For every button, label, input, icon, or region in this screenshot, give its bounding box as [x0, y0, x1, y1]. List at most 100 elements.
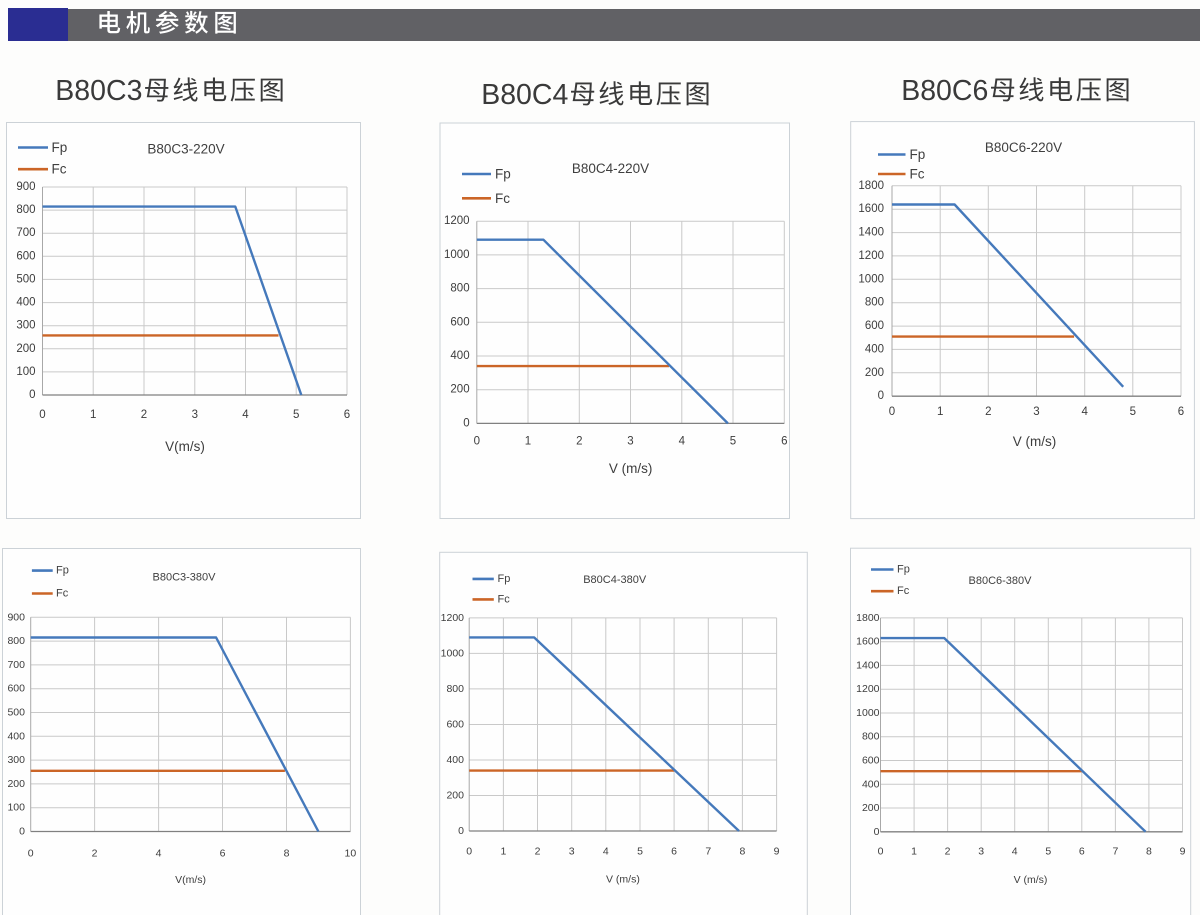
svg-text:Fp: Fp: [495, 167, 511, 182]
svg-text:200: 200: [450, 384, 469, 396]
svg-text:B80C6-220V: B80C6-220V: [985, 140, 1062, 155]
svg-text:2: 2: [535, 846, 541, 858]
svg-text:Fc: Fc: [910, 167, 925, 182]
svg-text:Fc: Fc: [897, 585, 910, 597]
svg-text:2: 2: [576, 436, 582, 448]
svg-text:0: 0: [39, 409, 45, 421]
svg-text:800: 800: [16, 204, 35, 216]
svg-text:6: 6: [1079, 846, 1085, 858]
svg-text:Fc: Fc: [495, 191, 510, 206]
svg-text:V (m/s): V (m/s): [1014, 874, 1048, 886]
svg-text:400: 400: [7, 730, 25, 742]
svg-text:1200: 1200: [444, 215, 470, 227]
svg-text:Fc: Fc: [56, 588, 69, 600]
svg-text:700: 700: [7, 659, 25, 671]
svg-text:Fp: Fp: [52, 140, 68, 155]
svg-text:1200: 1200: [441, 612, 465, 624]
svg-text:200: 200: [16, 343, 35, 355]
svg-text:1: 1: [525, 436, 531, 448]
svg-text:200: 200: [865, 367, 884, 379]
svg-text:3: 3: [978, 846, 984, 858]
svg-text:300: 300: [16, 320, 35, 332]
svg-text:600: 600: [16, 250, 35, 262]
svg-text:1800: 1800: [858, 180, 884, 192]
svg-text:6: 6: [671, 846, 677, 858]
svg-text:600: 600: [7, 683, 25, 695]
svg-text:5: 5: [293, 409, 299, 421]
svg-text:7: 7: [1112, 846, 1118, 858]
svg-text:5: 5: [1045, 846, 1051, 858]
svg-text:200: 200: [446, 790, 464, 802]
svg-text:B80C6-380V: B80C6-380V: [969, 575, 1033, 587]
svg-text:V (m/s): V (m/s): [609, 461, 653, 476]
svg-text:1: 1: [937, 406, 943, 418]
svg-text:4: 4: [242, 409, 249, 421]
svg-text:200: 200: [7, 778, 25, 790]
svg-text:B80C4: B80C4: [481, 79, 568, 111]
svg-text:B80C3-380V: B80C3-380V: [153, 572, 217, 584]
svg-text:600: 600: [862, 755, 880, 767]
svg-text:1: 1: [90, 409, 96, 421]
svg-text:V (m/s): V (m/s): [1013, 434, 1057, 449]
svg-text:1000: 1000: [856, 707, 880, 719]
svg-text:3: 3: [1033, 406, 1039, 418]
svg-text:4: 4: [679, 436, 686, 448]
svg-text:500: 500: [7, 707, 25, 719]
svg-text:0: 0: [889, 406, 895, 418]
svg-text:500: 500: [16, 273, 35, 285]
svg-text:8: 8: [739, 846, 745, 858]
svg-text:1400: 1400: [858, 227, 884, 239]
svg-text:0: 0: [28, 848, 34, 860]
svg-text:4: 4: [1012, 846, 1018, 858]
svg-text:0: 0: [878, 846, 884, 858]
svg-text:800: 800: [862, 731, 880, 743]
svg-text:0: 0: [458, 825, 464, 837]
svg-text:4: 4: [603, 846, 609, 858]
svg-text:0: 0: [474, 436, 480, 448]
svg-text:900: 900: [7, 611, 25, 623]
svg-text:6: 6: [1178, 406, 1184, 418]
svg-text:1200: 1200: [858, 250, 884, 262]
svg-text:0: 0: [19, 826, 25, 838]
svg-text:800: 800: [865, 297, 884, 309]
svg-text:0: 0: [463, 417, 469, 429]
svg-text:5: 5: [637, 846, 643, 858]
svg-text:1: 1: [911, 846, 917, 858]
svg-text:8: 8: [1146, 846, 1152, 858]
svg-text:6: 6: [781, 436, 787, 448]
svg-text:1600: 1600: [856, 636, 880, 648]
svg-text:Fc: Fc: [52, 162, 67, 177]
svg-text:4: 4: [156, 848, 162, 860]
svg-text:400: 400: [450, 350, 469, 362]
svg-text:0: 0: [466, 846, 472, 858]
svg-text:Fp: Fp: [498, 573, 511, 585]
svg-text:5: 5: [1130, 406, 1136, 418]
svg-text:9: 9: [1180, 846, 1186, 858]
svg-text:1200: 1200: [856, 683, 880, 695]
svg-text:B80C4-380V: B80C4-380V: [583, 574, 647, 586]
svg-text:2: 2: [945, 846, 951, 858]
svg-text:900: 900: [16, 181, 35, 193]
svg-text:9: 9: [774, 846, 780, 858]
svg-text:0: 0: [874, 826, 880, 838]
svg-text:6: 6: [344, 409, 350, 421]
svg-text:400: 400: [865, 343, 884, 355]
svg-text:3: 3: [569, 846, 575, 858]
svg-text:1800: 1800: [856, 612, 880, 624]
svg-text:Fp: Fp: [56, 565, 69, 577]
svg-text:Fp: Fp: [910, 147, 926, 162]
svg-text:0: 0: [878, 390, 884, 402]
svg-text:V(m/s): V(m/s): [165, 439, 205, 454]
svg-text:V (m/s): V (m/s): [606, 873, 640, 885]
svg-text:8: 8: [284, 848, 290, 860]
svg-text:Fc: Fc: [498, 593, 511, 605]
svg-text:4: 4: [1081, 406, 1088, 418]
svg-text:3: 3: [627, 436, 633, 448]
svg-text:400: 400: [862, 778, 880, 790]
svg-text:1400: 1400: [856, 659, 880, 671]
svg-text:B80C6: B80C6: [901, 75, 988, 107]
svg-text:0: 0: [29, 389, 35, 401]
svg-text:1600: 1600: [858, 203, 884, 215]
svg-text:1000: 1000: [858, 273, 884, 285]
svg-text:1: 1: [500, 846, 506, 858]
